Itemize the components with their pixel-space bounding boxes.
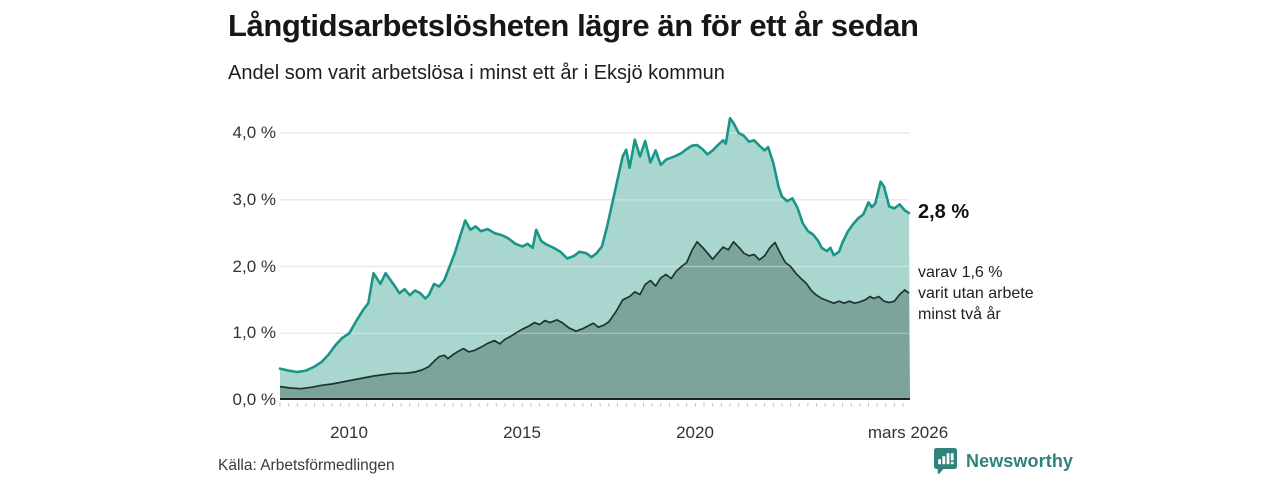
x-axis-tick-label: 2015 <box>503 423 541 442</box>
newsworthy-logo-icon <box>933 447 958 475</box>
y-axis-tick-label: 0,0 % <box>232 390 276 409</box>
x-axis-tick-label: 2010 <box>330 423 368 442</box>
y-axis-tick-label: 1,0 % <box>232 323 276 342</box>
latest-value-annotation: 2,8 % <box>918 201 970 223</box>
sub-series-annotation-line: varav 1,6 % <box>918 264 1003 281</box>
brand-lockup: Newsworthy <box>933 447 1073 475</box>
sub-series-annotation: varav 1,6 % varit utan arbete minst två … <box>918 262 1034 325</box>
y-axis-tick-label: 2,0 % <box>232 257 276 276</box>
x-axis-tick-label: 2020 <box>676 423 714 442</box>
chart-subtitle: Andel som varit arbetslösa i minst ett å… <box>228 62 725 84</box>
page-title: Långtidsarbetslösheten lägre än för ett … <box>228 8 919 43</box>
x-axis-tick-label: mars 2026 <box>867 423 949 442</box>
y-axis-tick-label: 3,0 % <box>232 190 276 209</box>
sub-series-annotation-line: varit utan arbete <box>918 285 1034 302</box>
y-axis-tick-label: 4,0 % <box>232 123 276 142</box>
sub-series-annotation-line: minst två år <box>918 306 1001 323</box>
brand-name: Newsworthy <box>966 450 1074 471</box>
source-note: Källa: Arbetsförmedlingen <box>218 457 395 474</box>
